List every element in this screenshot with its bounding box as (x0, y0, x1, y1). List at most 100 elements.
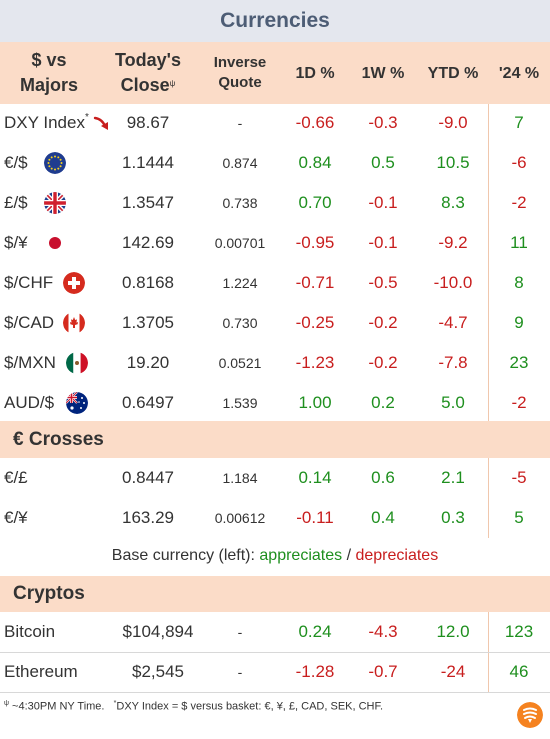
close-value: 98.67 (126, 113, 170, 132)
row-divider (0, 652, 550, 653)
close-value: 0.6497 (122, 393, 174, 412)
base-note-appreciates: appreciates (259, 547, 343, 564)
australia-flag-icon (66, 392, 88, 414)
base-currency-note: Base currency (left): appreciates / depr… (0, 538, 550, 574)
table-row-jpy: $/¥ 142.69 0.00701 -0.95 -0.1 -9.2 11 (0, 223, 550, 263)
table-row-dxy: DXY Index * 98.67 - -0.66 -0.3 -9.0 7 (0, 103, 550, 143)
header-pair-line2: Majors (19, 75, 79, 95)
change-1d: -0.71 (295, 273, 335, 292)
change-1d: 0.70 (298, 193, 332, 212)
page-title: Currencies (220, 9, 330, 32)
row-label: DXY Index * (4, 103, 89, 143)
table-row-eurgbp: €/£ 0.8447 1.184 0.14 0.6 2.1 -5 (0, 458, 550, 498)
close-value: 142.69 (122, 233, 174, 252)
logo-icon (517, 702, 543, 728)
change-1d: -0.66 (295, 113, 335, 132)
change-ytd: 12.0 (436, 622, 470, 641)
change-1d: -1.28 (295, 662, 335, 681)
change-1w: 0.5 (371, 153, 395, 172)
header-close-mark: ψ (169, 79, 176, 88)
change-1w: 0.6 (371, 468, 395, 487)
row-divider (0, 692, 550, 693)
change-24: 9 (514, 313, 524, 332)
change-ytd: -24 (440, 662, 466, 681)
footnote-star-mark: * (113, 700, 117, 707)
close-value: 1.1444 (122, 153, 174, 172)
mexico-flag-icon (66, 352, 88, 374)
change-24: 5 (514, 508, 524, 527)
change-24: -2 (511, 393, 527, 412)
change-24: 123 (504, 622, 534, 641)
change-1w: -0.5 (368, 273, 398, 292)
header-pair: $ vs Majors (0, 42, 98, 104)
row-label: $/CAD (4, 313, 55, 332)
change-1d: -0.25 (295, 313, 335, 332)
row-label: €/$ (4, 153, 28, 172)
header-1d: 1D % (295, 64, 335, 82)
row-label: $/MXN (4, 353, 56, 372)
change-24: 46 (509, 662, 529, 681)
dxy-mark: * (84, 111, 89, 123)
inverse-value: - (237, 664, 243, 680)
inverse-value: - (237, 115, 243, 131)
inverse-value: 1.184 (222, 470, 258, 486)
change-24: -5 (511, 468, 527, 487)
footnote-psi-text: ~4:30PM NY Time. (9, 700, 105, 713)
change-1d: -0.95 (295, 233, 335, 252)
change-1d: 1.00 (298, 393, 332, 412)
change-ytd: -10.0 (433, 273, 473, 292)
header-24: '24 % (498, 64, 540, 82)
footnote-psi-mark: ψ (4, 700, 9, 707)
change-1w: -0.2 (368, 353, 398, 372)
column-divider (488, 104, 489, 421)
header-inverse-line2: Quote (218, 74, 262, 91)
table-row-mxn: $/MXN 19.20 0.0521 -1.23 -0.2 -7.8 23 (0, 343, 550, 383)
change-1w: -0.1 (368, 193, 398, 212)
table-row-bitcoin: Bitcoin $104,894 - 0.24 -4.3 12.0 123 (0, 612, 550, 652)
change-ytd: -9.2 (438, 233, 468, 252)
japan-flag-icon (44, 232, 66, 254)
footnote-star-text: DXY Index = $ versus basket: €, ¥, £, CA… (116, 700, 384, 713)
table-row-ethereum: Ethereum $2,545 - -1.28 -0.7 -24 46 (0, 652, 550, 692)
inverse-value: 0.738 (222, 195, 258, 211)
change-24: -6 (511, 153, 527, 172)
canada-flag-icon (63, 312, 85, 334)
change-1w: -4.3 (368, 622, 398, 641)
column-divider (488, 458, 489, 538)
header-close-line2: Close (120, 75, 170, 95)
change-ytd: 2.1 (441, 468, 465, 487)
change-1d: -1.23 (295, 353, 335, 372)
uk-flag-icon (44, 192, 66, 214)
table-row-chf: $/CHF 0.8168 1.224 -0.71 -0.5 -10.0 8 (0, 263, 550, 303)
change-1d: -0.11 (296, 508, 334, 527)
section-cryptos: Cryptos (0, 576, 550, 612)
header-ytd: YTD % (427, 64, 479, 82)
close-value: 1.3705 (122, 313, 174, 332)
table-row-eurjpy: €/¥ 163.29 0.00612 -0.11 0.4 0.3 5 (0, 498, 550, 538)
change-1w: -0.3 (368, 113, 398, 132)
row-label: Bitcoin (4, 622, 56, 641)
change-1d: 0.14 (298, 468, 332, 487)
close-value: 0.8168 (122, 273, 174, 292)
table-row-cad: $/CAD 1.3705 0.730 -0.25 -0.2 -4.7 9 (0, 303, 550, 343)
row-label: Ethereum (4, 662, 78, 681)
inverse-value: 0.0521 (218, 355, 262, 371)
close-value: 0.8447 (122, 468, 174, 487)
inverse-value: 0.00612 (214, 510, 266, 526)
close-value: $2,545 (132, 662, 184, 681)
change-24: -2 (511, 193, 527, 212)
change-ytd: -7.8 (438, 353, 468, 372)
table-row-gbp: £/$ 1.3547 0.738 0.70 -0.1 8.3 -2 (0, 183, 550, 223)
row-label: $/¥ (4, 233, 28, 252)
inverse-value: 0.00701 (214, 235, 266, 251)
header-inverse-line1: Inverse (213, 54, 267, 71)
change-1w: 0.4 (371, 508, 395, 527)
close-value: 163.29 (122, 508, 174, 527)
close-value: $104,894 (122, 622, 194, 641)
inverse-value: 1.539 (222, 395, 258, 411)
down-arrow-icon (93, 116, 108, 130)
base-note-separator: / (342, 547, 356, 564)
change-1w: -0.7 (368, 662, 398, 681)
change-ytd: 8.3 (441, 193, 465, 212)
header-close: Today's Closeψ (100, 42, 196, 104)
